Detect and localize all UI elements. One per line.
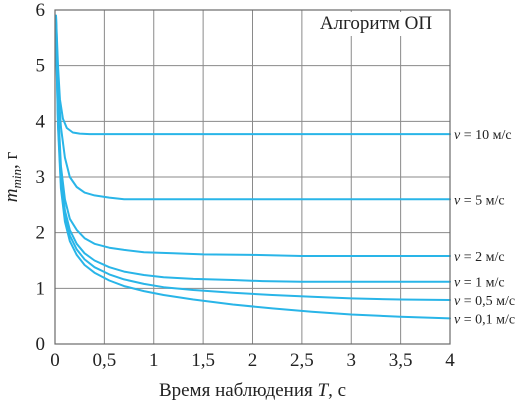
series-label: v = 2 м/с	[454, 250, 505, 265]
x-tick-label: 4	[445, 350, 455, 371]
plot-frame	[54, 9, 451, 345]
y-tick-label: 1	[36, 278, 46, 299]
x-tick-label: 3	[347, 350, 357, 371]
series-line	[55, 36, 451, 320]
x-axis-label-suffix: , с	[328, 380, 346, 401]
y-axis-label-subscript: min	[9, 169, 24, 189]
title-background	[312, 12, 440, 36]
x-tick-label: 1,5	[191, 350, 215, 371]
chart-title: Алгоритм ОП	[320, 13, 432, 34]
y-tick-label: 4	[36, 111, 46, 132]
x-tick-label: 0	[50, 350, 60, 371]
x-tick-label: 1	[149, 350, 159, 371]
y-tick-label: 0	[36, 334, 46, 355]
x-tick-label: 2,5	[290, 350, 314, 371]
series-lines	[55, 14, 451, 320]
title-box: Алгоритм ОП	[312, 12, 440, 36]
series-label: v = 10 м/с	[454, 128, 512, 143]
x-axis-label-prefix: Время наблюдения	[159, 380, 318, 401]
y-tick-label: 5	[36, 56, 46, 77]
x-tick-label: 2	[248, 350, 258, 371]
y-axis-label: mmin, г	[1, 152, 24, 203]
x-tick-label: 0,5	[93, 350, 117, 371]
y-tick-label: 6	[36, 0, 46, 21]
series-label: v = 1 м/с	[454, 276, 505, 291]
y-tick-labels: 0 1 2 3 4 5 6	[36, 0, 46, 355]
x-tick-labels: 0 0,5 1 1,5 2 2,5 3 3,5 4	[50, 350, 455, 371]
y-tick-label: 2	[36, 223, 46, 244]
series-line	[55, 14, 451, 201]
series-line	[55, 20, 451, 257]
grid	[55, 10, 450, 344]
y-axis-label-suffix: , г	[1, 152, 22, 170]
y-tick-label: 3	[36, 167, 46, 188]
series-label: v = 0,1 м/с	[454, 312, 515, 327]
series-labels: v = 10 м/с v = 5 м/с v = 2 м/с v = 1 м/с v =…	[454, 128, 515, 327]
x-axis-label-variable: T	[318, 380, 330, 401]
x-tick-label: 3,5	[389, 350, 413, 371]
series-label: v = 5 м/с	[454, 193, 505, 208]
series-label: v = 0,5 м/с	[454, 294, 515, 309]
y-axis-label-variable: m	[1, 189, 22, 203]
x-axis-label: Время наблюдения T, с	[159, 380, 346, 401]
